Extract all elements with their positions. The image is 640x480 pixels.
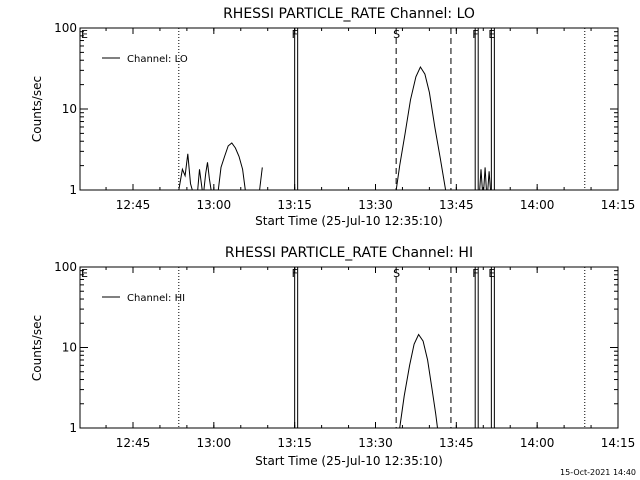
x-tick-label: 12:45 [116,436,151,450]
legend-label: Channel: LO [127,54,188,65]
event-marker-label: E [488,267,495,280]
chart-title: RHESSI PARTICLE_RATE Channel: LO [223,6,475,22]
event-marker-label: E [81,267,88,280]
series-line [484,167,487,190]
plot-frame [80,28,618,190]
chart-panel-lo: RHESSI PARTICLE_RATE Channel: LO Counts/… [30,6,635,228]
footer-timestamp: 15-Oct-2021 14:40 [560,468,636,477]
legend-label: Channel: HI [127,293,185,304]
event-marker-label: S [393,28,400,41]
series-line [400,335,438,429]
event-marker-label: E [81,28,88,41]
event-marker-label: S [393,267,400,280]
series-line [198,169,203,190]
series-line [179,154,193,190]
y-tick-label: 1 [69,421,77,435]
x-tick-label: 13:00 [197,436,232,450]
event-marker-label: F [472,28,478,41]
y-tick-label: 10 [62,102,77,116]
y-tick-label: 1 [69,183,77,197]
x-axis-label: Start Time (25-Jul-10 12:35:10) [255,454,443,468]
series-line [488,171,491,190]
chart-panel-hi: RHESSI PARTICLE_RATE Channel: HI Counts/… [30,245,635,468]
x-tick-label: 13:30 [358,436,393,450]
y-axis-label: Counts/sec [30,315,44,381]
x-tick-label: 13:45 [439,198,474,212]
x-tick-label: 13:15 [277,436,312,450]
x-tick-label: 14:15 [601,436,636,450]
series-line [480,169,483,190]
x-tick-label: 13:45 [439,436,474,450]
plot-frame [80,267,618,428]
y-axis-label: Counts/sec [30,76,44,142]
series-line [204,162,211,190]
x-tick-label: 14:00 [520,198,555,212]
event-marker-label: F [292,267,298,280]
y-tick-label: 100 [54,260,77,274]
y-tick-label: 100 [54,21,77,35]
event-marker-label: E [488,28,495,41]
series-line [396,67,445,190]
x-tick-label: 14:00 [520,436,555,450]
x-tick-label: 13:15 [277,198,312,212]
event-marker-label: F [292,28,298,41]
event-marker-label: F [472,267,478,280]
x-axis-label: Start Time (25-Jul-10 12:35:10) [255,214,443,228]
x-tick-label: 13:30 [358,198,393,212]
x-tick-label: 13:00 [197,198,232,212]
chart-title: RHESSI PARTICLE_RATE Channel: HI [225,245,473,261]
y-tick-label: 10 [62,341,77,355]
x-tick-label: 14:15 [601,198,636,212]
series-line [218,143,245,190]
x-tick-label: 12:45 [116,198,151,212]
series-line [260,167,263,190]
